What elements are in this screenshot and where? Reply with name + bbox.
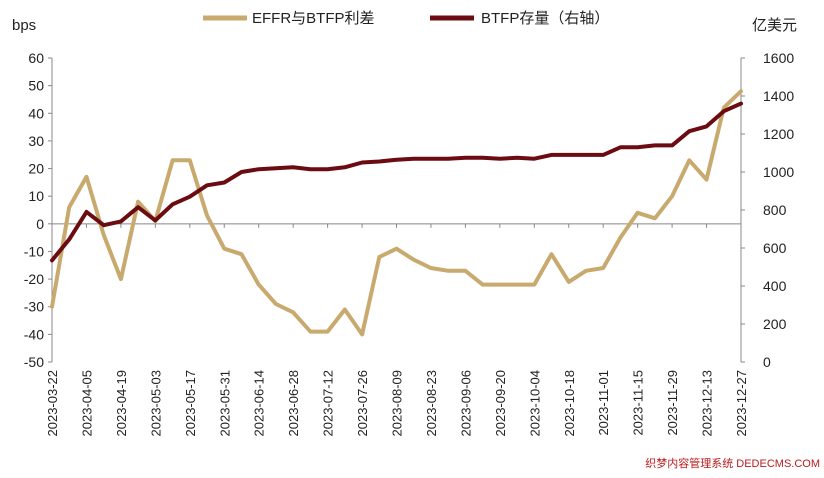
watermark: 织梦内容管理系统 DEDECMS.COM — [645, 458, 820, 470]
right-tick-label: 1200 — [763, 126, 794, 142]
right-tick-label: 1000 — [763, 164, 794, 180]
x-tick-label: 2023-12-13 — [700, 370, 715, 437]
x-tick-label: 2023-07-12 — [321, 370, 336, 437]
x-tick-label: 2023-04-05 — [79, 370, 94, 437]
right-tick-label: 200 — [763, 316, 787, 332]
x-tick-label: 2023-11-01 — [596, 370, 611, 436]
left-tick-label: 0 — [36, 216, 44, 232]
right-axis-ticks: 0 200 400 600 800 1000 1200 1400 1600 — [741, 50, 794, 370]
x-tick-label: 2023-05-31 — [217, 370, 232, 437]
axes — [51, 58, 742, 362]
right-tick-label: 0 — [763, 354, 771, 370]
x-tick-label: 2023-09-20 — [493, 370, 508, 437]
x-tick-label: 2023-04-19 — [114, 370, 129, 437]
right-tick-label: 1600 — [763, 50, 794, 66]
left-tick-label: 50 — [28, 78, 44, 94]
legend-label: EFFR与BTFP利差 — [252, 10, 375, 27]
btfp-balance-series-line — [50, 101, 743, 263]
left-tick-label: 20 — [28, 161, 44, 177]
x-tick-label: 2023-11-29 — [665, 370, 680, 436]
left-tick-label: 30 — [28, 133, 44, 149]
x-tick-label: 2023-10-04 — [527, 370, 542, 437]
x-tick-label: 2023-10-18 — [562, 370, 577, 437]
x-tick-label: 2023-08-23 — [424, 370, 439, 437]
series-layer — [50, 89, 743, 337]
x-tick-label: 2023-06-14 — [252, 370, 267, 437]
spread-series-line — [50, 89, 743, 337]
x-tick-label: 2023-06-28 — [286, 370, 301, 437]
legend-label: BTFP存量（右轴） — [481, 10, 609, 27]
left-tick-label: -30 — [24, 299, 44, 315]
left-axis-ticks: -50 -40 -30 -20 -10 0 10 20 30 40 50 60 — [24, 50, 52, 370]
x-tick-label: 2023-12-27 — [734, 370, 749, 437]
left-tick-label: 60 — [28, 50, 44, 66]
left-tick-label: -40 — [24, 326, 44, 342]
right-axis-unit: 亿美元 — [752, 17, 797, 34]
x-tick-label: 2023-11-15 — [631, 370, 646, 436]
left-tick-label: -20 — [24, 271, 44, 287]
x-axis-ticks: 2023-03-22 2023-04-05 2023-04-19 2023-05-03… — [45, 223, 749, 437]
left-tick-label: -10 — [24, 243, 44, 259]
x-tick-label: 2023-07-26 — [355, 370, 370, 437]
right-tick-label: 800 — [763, 202, 787, 218]
left-axis-unit: bps — [12, 17, 36, 34]
legend: EFFR与BTFP利差 BTFP存量（右轴） — [203, 10, 609, 27]
right-tick-label: 400 — [763, 278, 787, 294]
right-tick-label: 600 — [763, 240, 787, 256]
left-tick-label: 10 — [28, 188, 44, 204]
left-tick-label: 40 — [28, 105, 44, 121]
x-tick-label: 2023-08-09 — [390, 370, 405, 437]
x-tick-label: 2023-09-06 — [458, 370, 473, 437]
x-tick-label: 2023-03-22 — [45, 370, 60, 437]
x-tick-label: 2023-05-17 — [183, 370, 198, 437]
left-tick-label: -50 — [24, 354, 44, 370]
x-tick-label: 2023-05-03 — [148, 370, 163, 437]
right-tick-label: 1400 — [763, 88, 794, 104]
